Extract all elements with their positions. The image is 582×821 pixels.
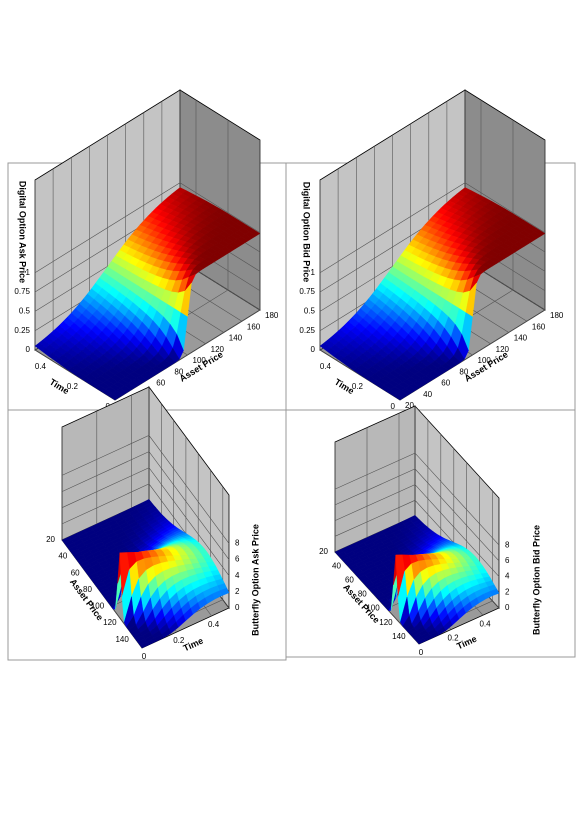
x-tick-label: 180 — [265, 311, 279, 320]
x-tick-label: 120 — [103, 618, 117, 627]
y-tick-label: 0.4 — [320, 362, 332, 371]
z-axis-label: Butterfly Option Bid Price — [531, 525, 541, 635]
x-tick-label: 40 — [332, 561, 341, 570]
z-axis-label: Digital Option Ask Price — [18, 181, 28, 283]
z-tick-label: 0 — [311, 345, 316, 354]
z-axis-label: Digital Option Bid Price — [302, 182, 312, 283]
x-tick-label: 100 — [478, 356, 492, 365]
y-tick-label: 0 — [419, 648, 424, 657]
x-tick-label: 20 — [319, 547, 328, 556]
z-tick-label: 8 — [505, 540, 510, 549]
x-tick-label: 180 — [550, 311, 564, 320]
x-tick-label: 80 — [358, 590, 367, 599]
x-tick-label: 60 — [441, 379, 450, 388]
y-tick-label: 0.2 — [67, 382, 79, 391]
surface-cell — [139, 641, 150, 649]
x-tick-label: 80 — [174, 367, 183, 376]
x-tick-label: 140 — [115, 635, 129, 644]
z-tick-label: 1 — [311, 268, 316, 277]
x-tick-label: 160 — [532, 322, 546, 331]
x-tick-label: 140 — [514, 334, 528, 343]
x-tick-label: 120 — [379, 618, 393, 627]
x-tick-label: 40 — [423, 390, 432, 399]
x-tick-label: 160 — [247, 322, 261, 331]
z-tick-label: 2 — [505, 587, 510, 596]
z-tick-label: 8 — [235, 539, 240, 548]
x-tick-label: 140 — [229, 334, 243, 343]
x-tick-label: 100 — [91, 602, 105, 611]
x-tick-label: 140 — [392, 632, 406, 641]
y-tick-label: 0 — [391, 402, 396, 411]
y-tick-label: 0 — [142, 652, 147, 661]
z-tick-label: 6 — [235, 555, 240, 564]
surface-cell — [416, 638, 427, 645]
z-tick-label: 0.75 — [14, 287, 30, 296]
x-tick-label: 20 — [46, 535, 55, 544]
x-tick-label: 60 — [156, 379, 165, 388]
surface-cell — [107, 393, 120, 401]
x-tick-label: 60 — [71, 568, 80, 577]
y-tick-label: 0.2 — [173, 636, 185, 645]
x-tick-label: 120 — [211, 345, 225, 354]
z-tick-label: 0 — [26, 345, 31, 354]
z-tick-label: 4 — [505, 572, 510, 581]
z-tick-label: 0.25 — [14, 326, 30, 335]
y-tick-label: 0.4 — [479, 619, 491, 628]
x-tick-label: 20 — [405, 401, 414, 410]
z-tick-label: 0.5 — [304, 306, 316, 315]
y-tick-label: 0.4 — [208, 620, 220, 629]
z-tick-label: 2 — [235, 587, 240, 596]
y-tick-label: 0.4 — [35, 362, 47, 371]
z-tick-label: 0 — [505, 603, 510, 612]
x-tick-label: 80 — [459, 367, 468, 376]
z-tick-label: 4 — [235, 571, 240, 580]
z-axis-label: Butterfly Option Ask Price — [250, 524, 260, 636]
x-tick-label: 100 — [193, 356, 207, 365]
x-tick-label: 100 — [366, 604, 380, 613]
x-tick-label: 120 — [496, 345, 510, 354]
x-tick-label: 80 — [83, 585, 92, 594]
z-tick-label: 0.25 — [299, 326, 315, 335]
surface-cell — [392, 393, 405, 401]
z-tick-label: 0 — [235, 603, 240, 612]
y-tick-label: 0.2 — [352, 382, 364, 391]
x-tick-label: 40 — [58, 552, 67, 561]
z-tick-label: 0.5 — [19, 306, 31, 315]
x-tick-label: 60 — [345, 575, 354, 584]
z-tick-label: 1 — [26, 268, 31, 277]
y-tick-label: 0.2 — [447, 634, 459, 643]
z-tick-label: 6 — [505, 556, 510, 565]
z-tick-label: 0.75 — [299, 287, 315, 296]
